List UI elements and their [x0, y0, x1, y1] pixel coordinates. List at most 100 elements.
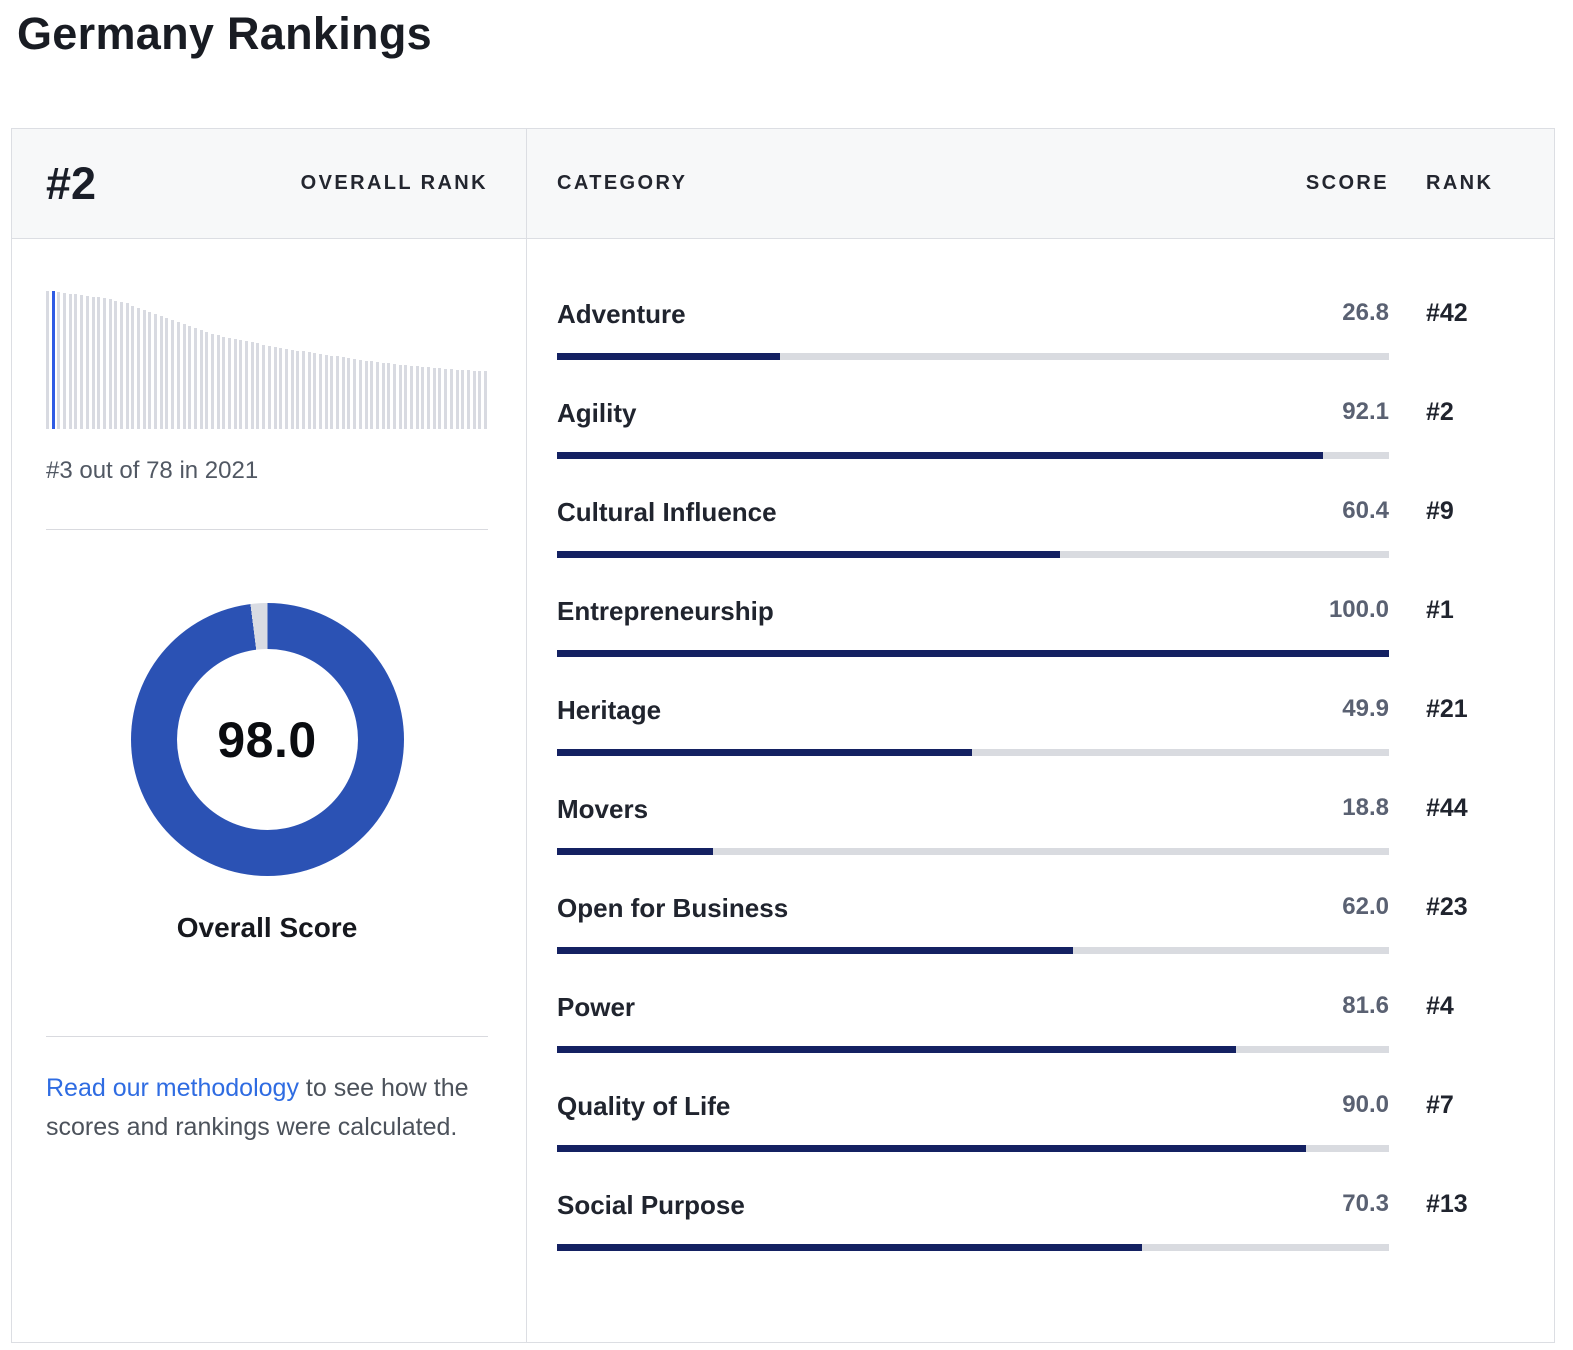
histogram-bar — [290, 349, 294, 429]
score-bar — [557, 947, 1389, 954]
rankings-card: #2 OVERALL RANK #3 out of 78 in 2021 98.… — [11, 128, 1555, 1343]
histogram-bar — [364, 360, 368, 429]
score-value: 90.0 — [1342, 1091, 1389, 1118]
rank-distribution-chart — [46, 291, 488, 429]
score-bar — [557, 1244, 1389, 1251]
histogram-bar — [279, 347, 283, 429]
score-bar-fill — [557, 650, 1389, 657]
overall-rank-body: #3 out of 78 in 2021 98.0 Overall Score … — [12, 239, 526, 1147]
table-row-main: Social Purpose 70.3 — [557, 1190, 1389, 1251]
score-bar — [557, 650, 1389, 657]
table-row: Entrepreneurship 100.0 #1 — [557, 596, 1516, 657]
table-row-main: Movers 18.8 — [557, 794, 1389, 855]
histogram-bar — [296, 350, 300, 429]
histogram-bar — [461, 369, 465, 429]
histogram-bar — [210, 333, 214, 429]
overall-rank-value: #2 — [46, 157, 97, 209]
score-bar — [557, 452, 1389, 459]
histogram-bar — [478, 370, 482, 429]
histogram-bar — [239, 340, 243, 429]
histogram-bar — [472, 370, 476, 429]
table-row-main: Cultural Influence 60.4 — [557, 497, 1389, 558]
rank-value: #44 — [1426, 794, 1468, 822]
table-row-line: Adventure 26.8 — [557, 299, 1389, 329]
histogram-bar — [142, 309, 146, 429]
table-row-line: Movers 18.8 — [557, 794, 1389, 824]
score-value: 62.0 — [1342, 893, 1389, 920]
category-label: Entrepreneurship — [557, 596, 774, 626]
rank-value: #23 — [1426, 893, 1468, 921]
score-bar-fill — [557, 452, 1324, 459]
score-bar-fill — [557, 353, 780, 360]
histogram-bar — [256, 343, 260, 429]
table-header-main: CATEGORY SCORE — [557, 172, 1389, 195]
score-bar — [557, 749, 1389, 756]
table-row-main: Power 81.6 — [557, 992, 1389, 1053]
category-label: Adventure — [557, 299, 686, 329]
histogram-bar — [250, 342, 254, 429]
histogram-bar — [324, 354, 328, 429]
histogram-bar — [273, 346, 277, 429]
score-bar — [557, 551, 1389, 558]
histogram-bar — [415, 366, 419, 429]
table-row-line: Quality of Life 90.0 — [557, 1091, 1389, 1121]
score-bar — [557, 353, 1389, 360]
histogram-bar — [74, 294, 78, 429]
table-header-score: SCORE — [1305, 172, 1389, 194]
table-row-main: Agility 92.1 — [557, 398, 1389, 459]
histogram-bar — [222, 336, 226, 429]
category-label: Agility — [557, 398, 637, 428]
rank-value: #42 — [1426, 299, 1468, 327]
score-value: 18.8 — [1342, 794, 1389, 821]
histogram-bar — [455, 369, 459, 429]
histogram-bar — [137, 307, 140, 429]
histogram-bar — [193, 328, 197, 429]
table-row-main: Heritage 49.9 — [557, 695, 1389, 756]
score-bar — [557, 848, 1389, 855]
score-bar-fill — [557, 1145, 1306, 1152]
histogram-bar — [370, 361, 374, 429]
histogram-bar — [85, 295, 89, 429]
overall-score-value: 98.0 — [217, 711, 317, 768]
rank-value: #9 — [1426, 497, 1454, 525]
histogram-bar — [404, 365, 408, 429]
overall-rank-label: OVERALL RANK — [300, 172, 488, 194]
histogram-bar — [125, 303, 129, 429]
table-row: Open for Business 62.0 #23 — [557, 893, 1516, 954]
score-bar-fill — [557, 848, 714, 855]
rank-value: #7 — [1426, 1091, 1454, 1119]
table-row: Movers 18.8 #44 — [557, 794, 1516, 855]
score-value: 60.4 — [1342, 497, 1389, 524]
table-row-main: Quality of Life 90.0 — [557, 1091, 1389, 1152]
histogram-bar — [114, 300, 118, 429]
histogram-bar — [427, 367, 431, 429]
category-table-header: CATEGORY SCORE RANK — [527, 129, 1554, 239]
category-label: Movers — [557, 794, 649, 824]
score-value: 49.9 — [1342, 695, 1389, 722]
previous-rank-caption: #3 out of 78 in 2021 — [46, 457, 259, 484]
table-row: Cultural Influence 60.4 #9 — [557, 497, 1516, 558]
rank-value: #4 — [1426, 992, 1454, 1020]
score-value: 70.3 — [1342, 1190, 1389, 1217]
category-label: Cultural Influence — [557, 497, 777, 527]
histogram-bar — [46, 291, 49, 429]
histogram-bar — [375, 362, 379, 429]
histogram-bar — [466, 370, 470, 429]
category-rows: Adventure 26.8 #42 Agility 92.1 #2 Cultural In… — [527, 239, 1554, 1289]
methodology-rest-text: to see how the scores and rankings were … — [46, 1074, 469, 1141]
score-bar-fill — [557, 947, 1073, 954]
table-row: Agility 92.1 #2 — [557, 398, 1516, 459]
page-title: Germany Rankings — [17, 8, 432, 59]
table-header-rank: RANK — [1426, 172, 1494, 194]
histogram-bar — [319, 353, 322, 429]
histogram-bar — [91, 296, 95, 429]
score-value: 92.1 — [1342, 398, 1389, 425]
rank-value: #13 — [1426, 1190, 1468, 1218]
table-row-line: Open for Business 62.0 — [557, 893, 1389, 923]
score-bar — [557, 1145, 1389, 1152]
score-bar-fill — [557, 749, 973, 756]
methodology-link[interactable]: Read our methodology — [46, 1074, 299, 1102]
score-value: 26.8 — [1342, 299, 1389, 326]
histogram-bar — [102, 297, 106, 429]
histogram-bar — [159, 315, 163, 429]
